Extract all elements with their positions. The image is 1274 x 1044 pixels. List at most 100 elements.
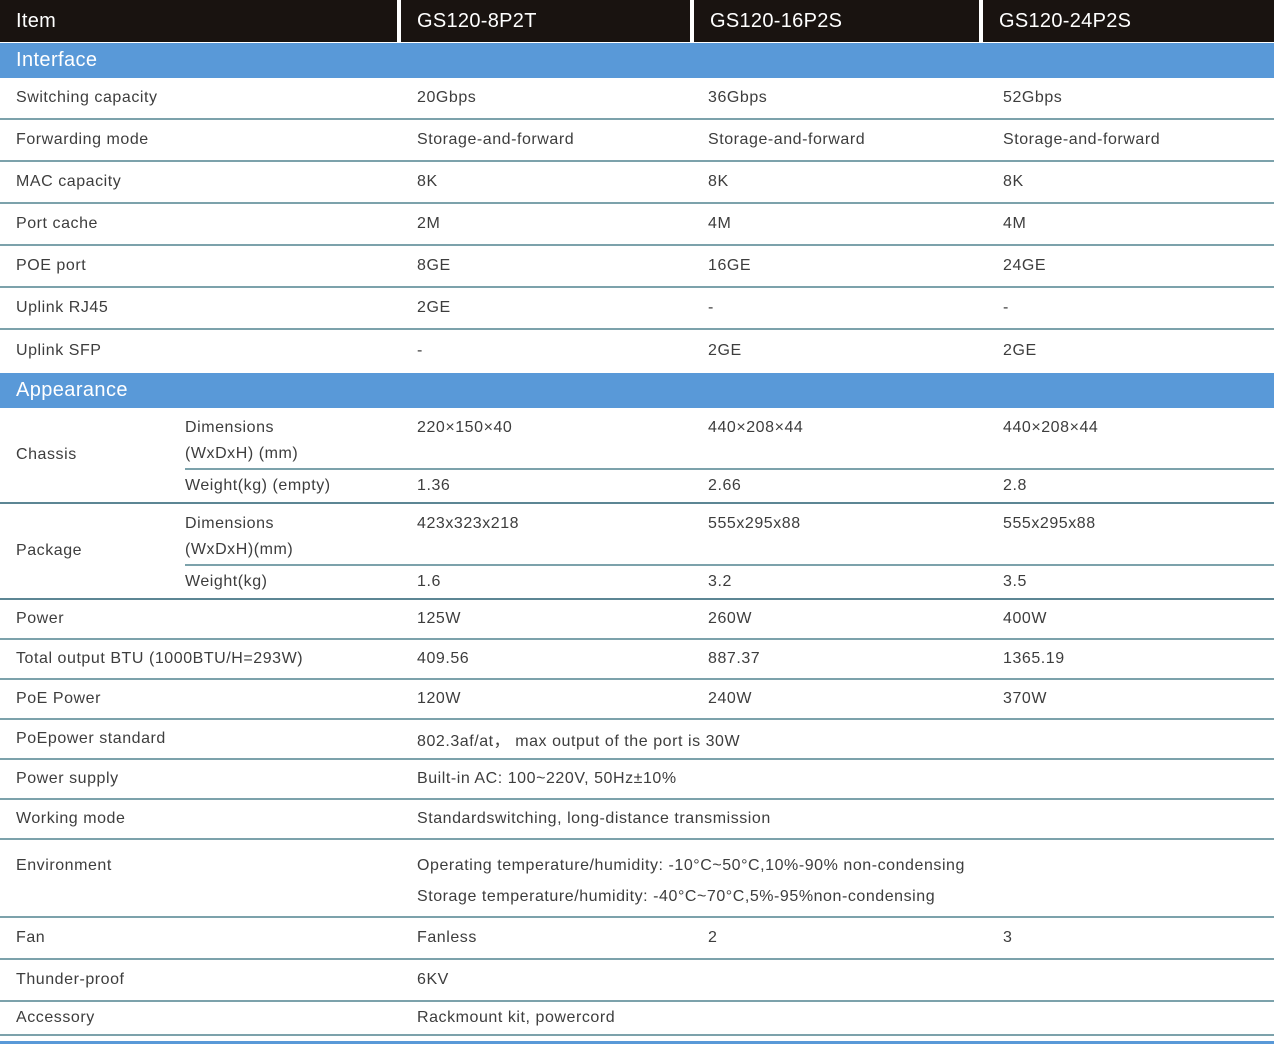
table-header-row: Item GS120-8P2T GS120-16P2S GS120-24P2S — [0, 0, 1274, 42]
row-label: Accessory — [16, 1009, 95, 1026]
bottom-gap — [0, 1036, 1274, 1041]
row-package-weight: Weight(kg) 1.6 3.2 3.5 — [185, 564, 1274, 598]
cell-value: 220×150×40 — [417, 419, 513, 436]
group-package: Package Dimensions (WxDxH)(mm) 423x323x2… — [0, 504, 1274, 600]
cell-value: 8K — [1003, 173, 1024, 190]
cell-value: 409.56 — [417, 650, 470, 667]
cell-value: Storage-and-forward — [1003, 131, 1161, 148]
sub-label: Dimensions (WxDxH) (mm) — [185, 408, 401, 467]
row-power: Power 125W 260W 400W — [0, 600, 1274, 640]
row-label: Power supply — [16, 770, 119, 787]
row-uplink-rj45: Uplink RJ45 2GE - - — [0, 288, 1274, 330]
row-label: Uplink RJ45 — [16, 299, 109, 316]
cell-value: 2.66 — [708, 477, 742, 494]
cell-value: 887.37 — [708, 650, 761, 667]
row-poe-power: PoE Power 120W 240W 370W — [0, 680, 1274, 720]
row-accessory: Accessory Rackmount kit, powercord — [0, 1002, 1274, 1036]
cell-value: 20Gbps — [417, 89, 477, 106]
environment-line-storage: Storage temperature/humidity: -40°C~70°C… — [417, 888, 936, 905]
section-banner-interface: Interface — [0, 43, 1274, 78]
row-label: POE port — [16, 257, 87, 274]
cell-value: 16GE — [708, 257, 752, 274]
cell-value: Rackmount kit, powercord — [417, 1009, 616, 1026]
row-label: Switching capacity — [16, 89, 158, 106]
row-poe-port: POE port 8GE 16GE 24GE — [0, 246, 1274, 288]
row-environment: Environment Operating temperature/humidi… — [0, 840, 1274, 918]
row-chassis-dimensions: Dimensions (WxDxH) (mm) 220×150×40 440×2… — [185, 408, 1274, 468]
cell-value: 260W — [708, 610, 752, 627]
cell-value: 2.8 — [1003, 477, 1027, 494]
cell-value: Fanless — [417, 929, 477, 946]
row-label: MAC capacity — [16, 173, 122, 190]
cell-value: 1.6 — [417, 573, 441, 590]
cell-value: 3.2 — [708, 573, 732, 590]
sub-label: Weight(kg) — [185, 573, 268, 590]
row-uplink-sfp: Uplink SFP - 2GE 2GE — [0, 330, 1274, 372]
sub-label-line1: Dimensions — [185, 419, 275, 436]
cell-value: 2GE — [417, 299, 451, 316]
cell-value: 6KV — [417, 971, 449, 988]
cell-value: 8K — [708, 173, 729, 190]
cell-value: 8K — [417, 173, 438, 190]
group-label: Package — [16, 542, 83, 559]
row-thunder-proof: Thunder-proof 6KV — [0, 960, 1274, 1002]
group-rows: Dimensions (WxDxH)(mm) 423x323x218 555x2… — [185, 504, 1274, 598]
cell-value: 2M — [417, 215, 441, 232]
bottom-accent-bar — [0, 1041, 1274, 1044]
sub-label-line2: (WxDxH) (mm) — [185, 445, 299, 462]
cell-value: 8GE — [417, 257, 451, 274]
cell-value: 3.5 — [1003, 573, 1027, 590]
cell-value: 125W — [417, 610, 461, 627]
group-chassis: Chassis Dimensions (WxDxH) (mm) 220×150×… — [0, 408, 1274, 504]
row-label: Uplink SFP — [16, 342, 102, 359]
cell-value: Storage-and-forward — [708, 131, 866, 148]
cell-value: 423x323x218 — [417, 515, 520, 532]
cell-value-span: 802.3af/at， max output of the port is 30… — [417, 733, 741, 750]
cell-value-span: Standardswitching, long-distance transmi… — [417, 810, 771, 827]
cell-value-span: Built-in AC: 100~220V, 50Hz±10% — [417, 770, 677, 787]
row-package-dimensions: Dimensions (WxDxH)(mm) 423x323x218 555x2… — [185, 504, 1274, 564]
cell-value: 4M — [1003, 215, 1027, 232]
cell-value: 2GE — [1003, 342, 1037, 359]
cell-value: 2 — [708, 929, 718, 946]
cell-value: 400W — [1003, 610, 1047, 627]
row-switching-capacity: Switching capacity 20Gbps 36Gbps 52Gbps — [0, 78, 1274, 120]
cell-value: 1365.19 — [1003, 650, 1065, 667]
cell-value: 36Gbps — [708, 89, 768, 106]
cell-value: 120W — [417, 690, 461, 707]
header-model-gs120-8p2t: GS120-8P2T — [401, 0, 690, 42]
cell-value: 2GE — [708, 342, 742, 359]
cell-value: 240W — [708, 690, 752, 707]
sub-label-line2: (WxDxH)(mm) — [185, 541, 294, 558]
cell-value: Storage-and-forward — [417, 131, 575, 148]
row-working-mode: Working mode Standardswitching, long-dis… — [0, 800, 1274, 840]
cell-value: 440×208×44 — [1003, 419, 1099, 436]
cell-value: - — [708, 299, 714, 316]
row-label: Working mode — [16, 810, 126, 827]
cell-value: 555x295x88 — [1003, 515, 1096, 532]
environment-line-operating: Operating temperature/humidity: -10°C~50… — [417, 857, 965, 874]
group-label: Chassis — [16, 446, 77, 463]
row-label: Fan — [16, 929, 46, 946]
row-label: Power — [16, 610, 65, 627]
row-poe-power-standard: PoEpower standard 802.3af/at， max output… — [0, 720, 1274, 760]
cell-value-span: Operating temperature/humidity: -10°C~50… — [401, 840, 1274, 912]
row-power-supply: Power supply Built-in AC: 100~220V, 50Hz… — [0, 760, 1274, 800]
row-label: PoE Power — [16, 690, 101, 707]
row-label: Port cache — [16, 215, 98, 232]
row-label: PoEpower standard — [16, 730, 166, 747]
cell-value: 3 — [1003, 929, 1013, 946]
header-model-gs120-24p2s: GS120-24P2S — [983, 0, 1274, 42]
row-chassis-weight: Weight(kg) (empty) 1.36 2.66 2.8 — [185, 468, 1274, 502]
row-fan: Fan Fanless 2 3 — [0, 918, 1274, 960]
row-label: Environment — [16, 857, 112, 874]
header-model-gs120-16p2s: GS120-16P2S — [694, 0, 979, 42]
cell-value: 1.36 — [417, 477, 451, 494]
row-total-output-btu: Total output BTU (1000BTU/H=293W) 409.56… — [0, 640, 1274, 680]
cell-value: - — [1003, 299, 1009, 316]
cell-value: 555x295x88 — [708, 515, 801, 532]
sub-label: Weight(kg) (empty) — [185, 477, 331, 494]
row-forwarding-mode: Forwarding mode Storage-and-forward Stor… — [0, 120, 1274, 162]
row-mac-capacity: MAC capacity 8K 8K 8K — [0, 162, 1274, 204]
